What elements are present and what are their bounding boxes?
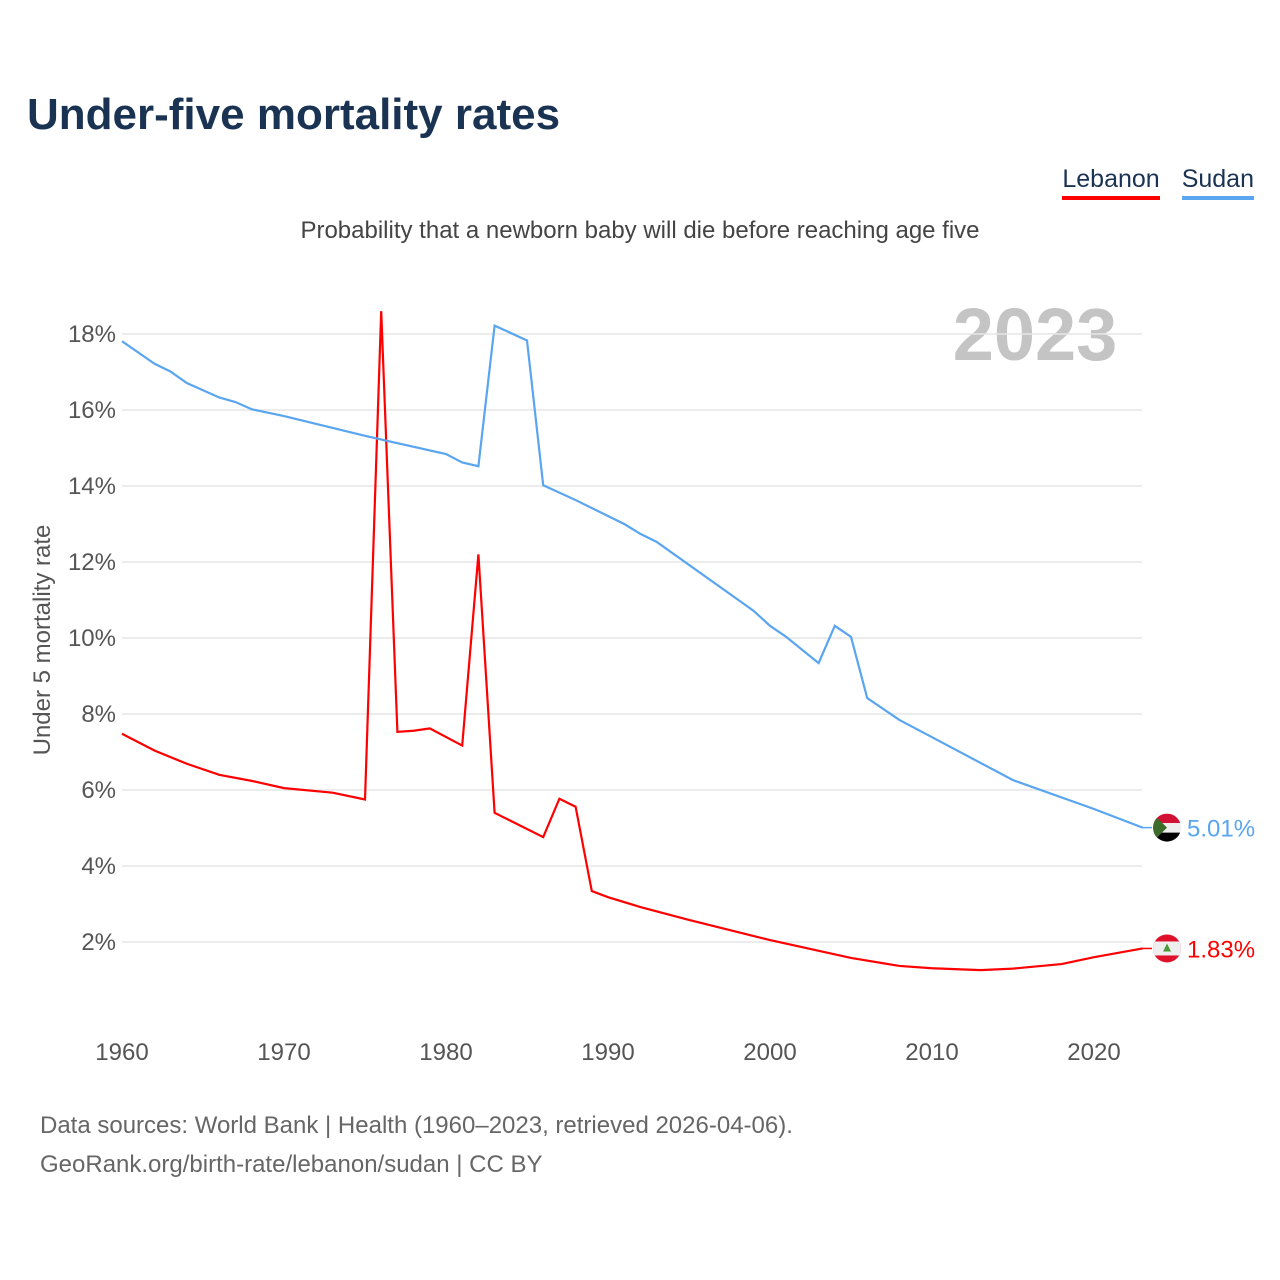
y-tick-label: 6% [81,777,116,804]
y-tick-label: 16% [68,397,116,424]
series-line-sudan [121,324,1143,829]
x-tick-label: 2020 [1067,1039,1120,1066]
x-tick-label: 1970 [257,1039,310,1066]
source-note: Data sources: World Bank | Health (1960–… [40,1106,793,1184]
y-tick-label: 2% [81,929,116,956]
x-tick-label: 2000 [743,1039,796,1066]
source-line-2[interactable]: GeoRank.org/birth-rate/lebanon/sudan | C… [40,1151,543,1178]
y-tick-label: 4% [81,853,116,880]
y-tick-label: 12% [68,549,116,576]
series-line-lebanon [121,311,1143,972]
end-value-label: 1.83% [1187,936,1255,963]
end-value-label: 5.01% [1187,816,1255,843]
chart-title: Under-five mortality rates [27,90,561,139]
legend: Lebanon Sudan [1062,165,1254,200]
y-tick-label: 18% [68,321,116,348]
y-tick-label: 10% [68,625,116,652]
legend-sudan[interactable]: Sudan [1181,165,1254,200]
y-tick-label: 8% [81,701,116,728]
source-line-1: Data sources: World Bank | Health (1960–… [40,1112,793,1139]
chart-subtitle: Probability that a newborn baby will die… [300,217,980,244]
x-tick-label: 1980 [419,1039,472,1066]
x-tick-label: 1990 [581,1039,634,1066]
sudan-flag-icon [1153,813,1181,842]
lebanon-flag-icon [1153,934,1181,963]
legend-lebanon[interactable]: Lebanon [1062,165,1160,200]
x-tick-label: 1960 [95,1039,148,1066]
x-tick-label: 2010 [905,1039,958,1066]
y-tick-label: 14% [68,473,116,500]
y-axis-label: Under 5 mortality rate [29,525,56,756]
